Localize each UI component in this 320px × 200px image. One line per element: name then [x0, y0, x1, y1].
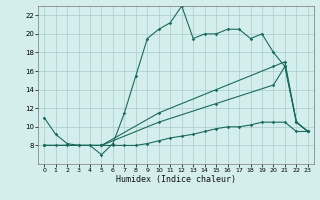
X-axis label: Humidex (Indice chaleur): Humidex (Indice chaleur) [116, 175, 236, 184]
